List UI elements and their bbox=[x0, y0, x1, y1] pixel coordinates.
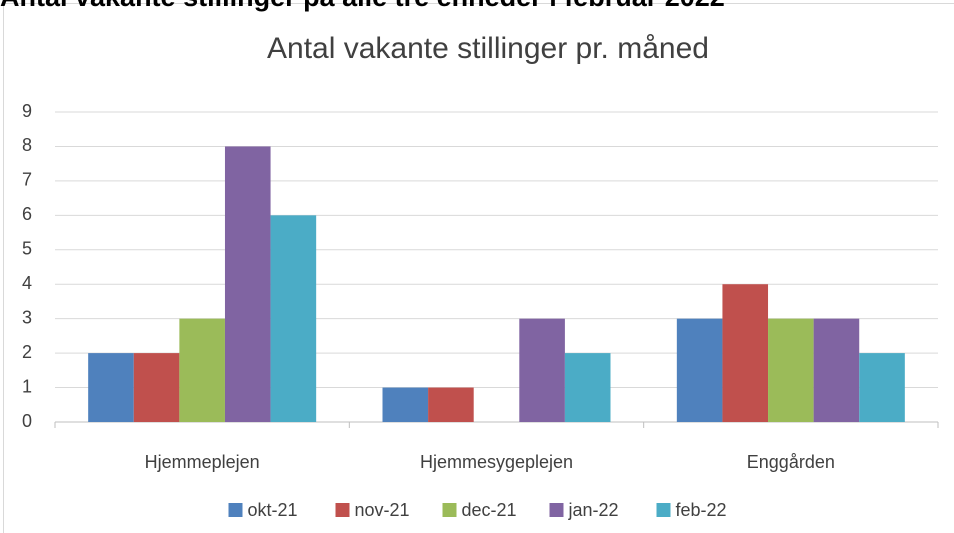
y-tick-label: 5 bbox=[22, 239, 32, 259]
bar bbox=[428, 387, 474, 422]
bar bbox=[564, 353, 611, 422]
bar bbox=[224, 146, 271, 422]
legend-swatch bbox=[228, 503, 243, 517]
legend-swatch bbox=[442, 503, 457, 517]
chart-title: Antal vakante stillinger pr. måned bbox=[267, 32, 709, 65]
y-tick-label: 0 bbox=[22, 411, 32, 431]
y-tick-label: 3 bbox=[22, 307, 32, 327]
bar bbox=[722, 284, 769, 422]
bar bbox=[676, 318, 723, 422]
legend-swatch bbox=[549, 503, 564, 517]
bar bbox=[813, 318, 860, 422]
bar bbox=[179, 318, 225, 422]
bar bbox=[133, 353, 180, 422]
legend-label: jan-22 bbox=[568, 500, 619, 520]
bar bbox=[382, 387, 429, 422]
y-tick-label: 2 bbox=[22, 342, 32, 362]
y-tick-label: 1 bbox=[22, 376, 32, 396]
bar bbox=[768, 318, 814, 422]
y-tick-label: 8 bbox=[22, 135, 32, 155]
bar bbox=[88, 353, 134, 422]
x-tick-label: Hjemmesygeplejen bbox=[420, 452, 573, 472]
page-heading: Antal vakante stillinger på alle tre enh… bbox=[0, 0, 725, 12]
legend-label: dec-21 bbox=[462, 500, 517, 520]
legend-swatch bbox=[335, 503, 350, 517]
legend-label: nov-21 bbox=[355, 500, 410, 520]
y-tick-label: 4 bbox=[22, 273, 32, 293]
y-tick-label: 6 bbox=[22, 204, 32, 224]
x-tick-label: Enggården bbox=[747, 452, 835, 472]
y-tick-label: 9 bbox=[22, 101, 32, 121]
x-tick-label: Hjemmeplejen bbox=[145, 452, 260, 472]
bar bbox=[519, 318, 565, 422]
legend-swatch bbox=[656, 503, 671, 517]
y-tick-label: 7 bbox=[22, 170, 32, 190]
bar bbox=[859, 353, 905, 422]
chart-frame bbox=[3, 3, 954, 533]
bar bbox=[270, 215, 317, 422]
legend-label: okt-21 bbox=[248, 500, 298, 520]
legend-label: feb-22 bbox=[676, 500, 727, 520]
